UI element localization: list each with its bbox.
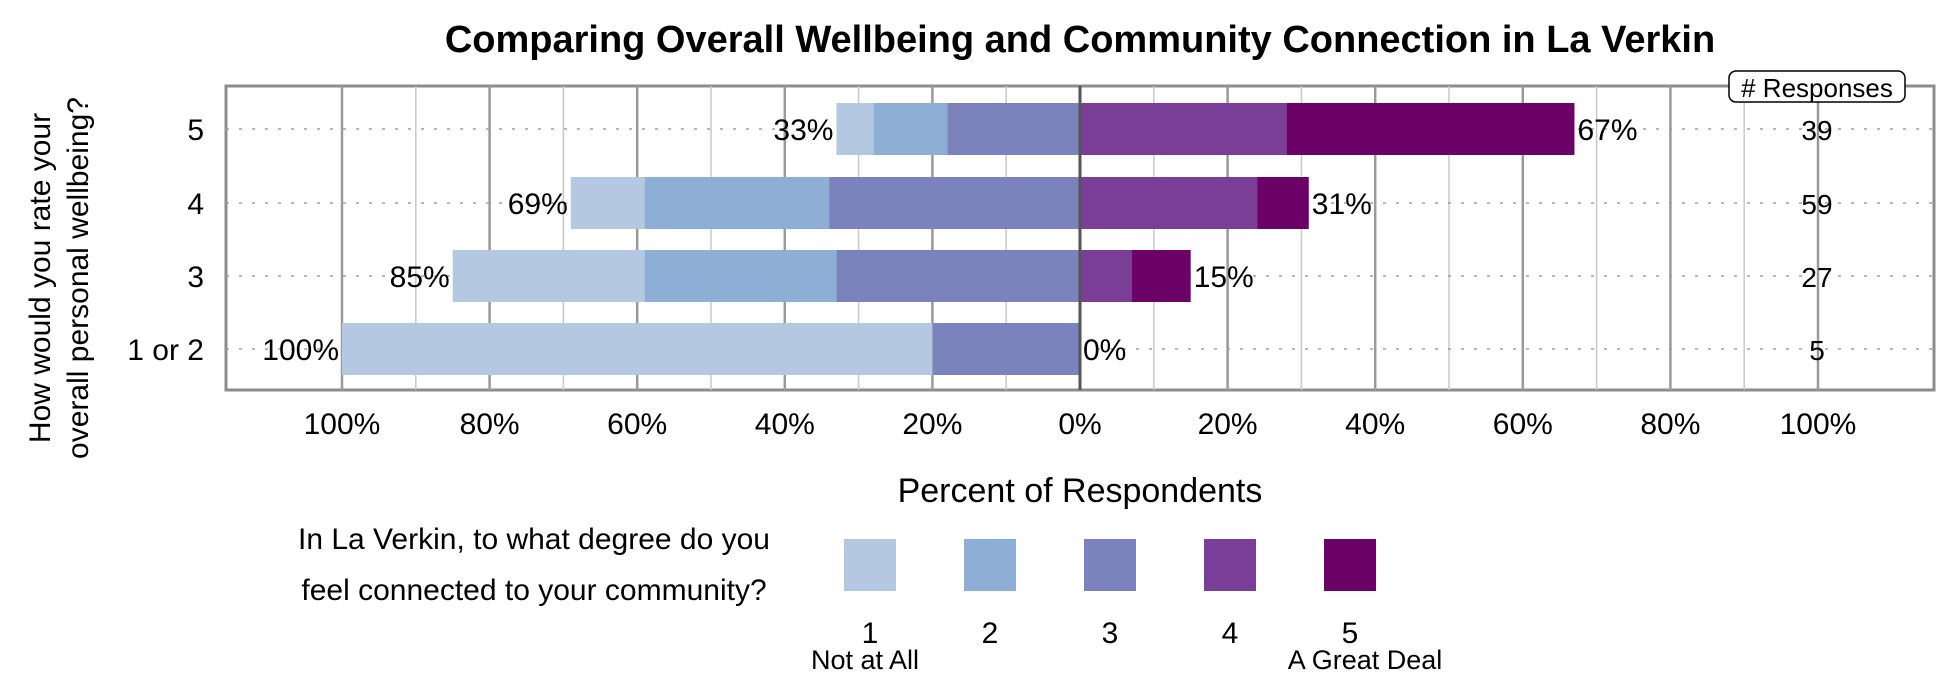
responses-column: 39 59 27 5 # Responses [1728, 70, 1906, 366]
legend-question-line: In La Verkin, to what degree do you [298, 523, 770, 556]
legend-label-2: 2 [982, 617, 999, 650]
response-count: 27 [1801, 262, 1832, 293]
legend-label-3: 3 [1102, 617, 1119, 650]
y-axis-label: How would you rate your overall personal … [24, 97, 95, 459]
x-tick-label: 100% [304, 408, 381, 441]
legend-low-anchor: Not at All [811, 645, 919, 675]
category-label: 1 or 2 [127, 334, 204, 367]
x-tick-label: 20% [1198, 408, 1258, 441]
legend-swatch-3 [1084, 539, 1136, 591]
positive-total-label: 0% [1083, 334, 1126, 367]
category-label: 5 [187, 114, 204, 147]
bar-segment-4 [1080, 250, 1132, 302]
chart-title: Comparing Overall Wellbeing and Communit… [445, 19, 1715, 61]
negative-total-label: 85% [390, 261, 450, 294]
positive-total-label: 31% [1312, 188, 1372, 221]
bar-segment-3 [947, 103, 1080, 155]
category-labels: 5 4 3 1 or 2 [127, 114, 204, 367]
legend-label-1: 1 [862, 617, 879, 650]
legend-label-5: 5 [1342, 617, 1359, 650]
positive-total-label: 67% [1577, 114, 1637, 147]
x-tick-label: 100% [1780, 408, 1857, 441]
x-tick-label: 80% [1640, 408, 1700, 441]
category-label: 4 [187, 188, 204, 221]
x-tick-label: 20% [902, 408, 962, 441]
responses-header: # Responses [1741, 73, 1893, 103]
bar-segment-2 [873, 103, 948, 155]
legend: In La Verkin, to what degree do you feel … [298, 523, 1442, 675]
bar-segment-2 [644, 177, 830, 229]
bars [342, 103, 1575, 375]
bar-segment-1 [342, 323, 933, 375]
bar-segment-3 [829, 177, 1080, 229]
bar-segment-3 [836, 250, 1080, 302]
legend-high-anchor: A Great Deal [1288, 645, 1443, 675]
y-axis-label-line: How would you rate your [24, 113, 57, 443]
bar-segment-5 [1286, 103, 1575, 155]
positive-total-label: 15% [1194, 261, 1254, 294]
negative-total-label: 33% [773, 114, 833, 147]
x-tick-label: 60% [1493, 408, 1553, 441]
response-count: 5 [1809, 335, 1825, 366]
x-tick-label: 0% [1058, 408, 1101, 441]
legend-swatch-5 [1324, 539, 1376, 591]
negative-total-label: 69% [508, 188, 568, 221]
data-labels: 33% 67% 69% 31% 85% 15% 100% 0% [262, 114, 1637, 367]
x-tick-label: 80% [460, 408, 520, 441]
bar-segment-4 [1080, 177, 1258, 229]
legend-swatch-1 [844, 539, 896, 591]
bar-segment-3 [932, 323, 1080, 375]
legend-swatch-4 [1204, 539, 1256, 591]
x-tick-label: 40% [755, 408, 815, 441]
bar-segment-4 [1080, 103, 1287, 155]
x-tick-label: 40% [1345, 408, 1405, 441]
response-count: 59 [1801, 189, 1832, 220]
response-count: 39 [1801, 115, 1832, 146]
y-axis-label-line: overall personal wellbeing? [62, 97, 95, 459]
bar-segment-5 [1257, 177, 1309, 229]
category-label: 3 [187, 261, 204, 294]
legend-label-4: 4 [1222, 617, 1239, 650]
bar-segment-1 [836, 103, 874, 155]
legend-question-line: feel connected to your community? [301, 574, 766, 607]
negative-total-label: 100% [262, 334, 339, 367]
bar-segment-5 [1131, 250, 1191, 302]
bar-segment-2 [644, 250, 837, 302]
legend-swatch-2 [964, 539, 1016, 591]
bar-segment-1 [570, 177, 645, 229]
x-axis-label: Percent of Respondents [898, 472, 1263, 510]
responses-header-box [1728, 70, 1906, 103]
x-tick-label: 60% [607, 408, 667, 441]
x-tick-labels: 100% 80% 60% 40% 20% 0% 20% 40% 60% 80% 100% [304, 408, 1857, 441]
bar-segment-1 [452, 250, 645, 302]
